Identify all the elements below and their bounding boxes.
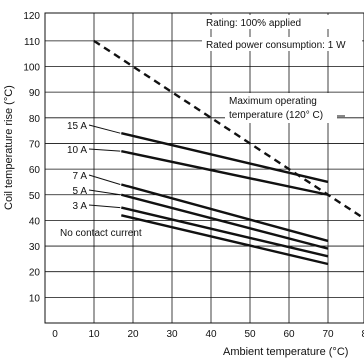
x-tick-label: 0 [52,329,58,340]
limit-line [93,39,364,220]
y-tick-label: 110 [24,37,40,48]
y-tick-label: 20 [29,268,41,279]
y-tick-label: 80 [29,114,41,125]
note-box-rating [202,15,362,29]
series-label-leader [88,189,121,196]
x-tick-label: 10 [88,329,100,340]
plot-frame [44,12,364,324]
series-line [120,193,329,250]
series-labels: 15 A 10 A 7 A 5 A 3 A No contact current [60,121,142,239]
y-tick-label: 70 [29,139,41,150]
note-power: Rated power consumption: 1 W [206,40,346,51]
y-tick-label: 30 [29,242,41,253]
note-rating: Rating: 100% applied [206,18,301,29]
series-label-leader [88,204,121,209]
y-axis-label: Coil temperature rise (°C) [3,85,15,210]
note-boxes [202,15,362,123]
series-label: No contact current [60,228,142,239]
series-label: 15 A [67,121,87,132]
series-line [121,214,329,266]
note-box-power [202,37,362,51]
y-tick-label: 60 [29,165,41,176]
x-tick-label: 80 [361,329,364,340]
y-tick-label: 120 [23,11,40,22]
y-tick-label: 10 [29,293,41,304]
axis-ticks: 0 10 20 30 40 50 60 70 80 10 20 30 40 50 60 70 80 90 100 11… [23,11,364,340]
series-label: 7 A [73,171,88,182]
series-line [121,206,329,258]
series-label: 5 A [73,186,88,197]
x-tick-label: 40 [205,329,217,340]
y-tick-label: 50 [29,191,41,202]
y-tick-label: 100 [23,63,40,74]
x-tick-label: 50 [244,329,256,340]
note-box-limit [225,93,337,123]
series-label-leader [88,124,121,134]
x-tick-label: 20 [127,329,139,340]
x-tick-label: 30 [166,329,178,340]
series-lines [93,39,364,266]
y-tick-label: 40 [29,216,41,227]
x-tick-label: 60 [283,329,295,340]
series-label: 10 A [67,145,87,156]
series-line [121,149,329,196]
series-line [120,183,329,243]
series-label-leader [88,148,121,152]
y-tick-label: 90 [29,88,41,99]
series-label-leader [88,174,121,185]
x-axis-label: Ambient temperature (°C) [223,346,348,358]
x-tick-label: 70 [322,329,334,340]
series-line [121,132,329,184]
limit-label-line-2: temperature (120° C) [229,110,323,121]
limit-label-line-1: Maximum operating [229,96,317,107]
series-label: 3 A [73,201,88,212]
